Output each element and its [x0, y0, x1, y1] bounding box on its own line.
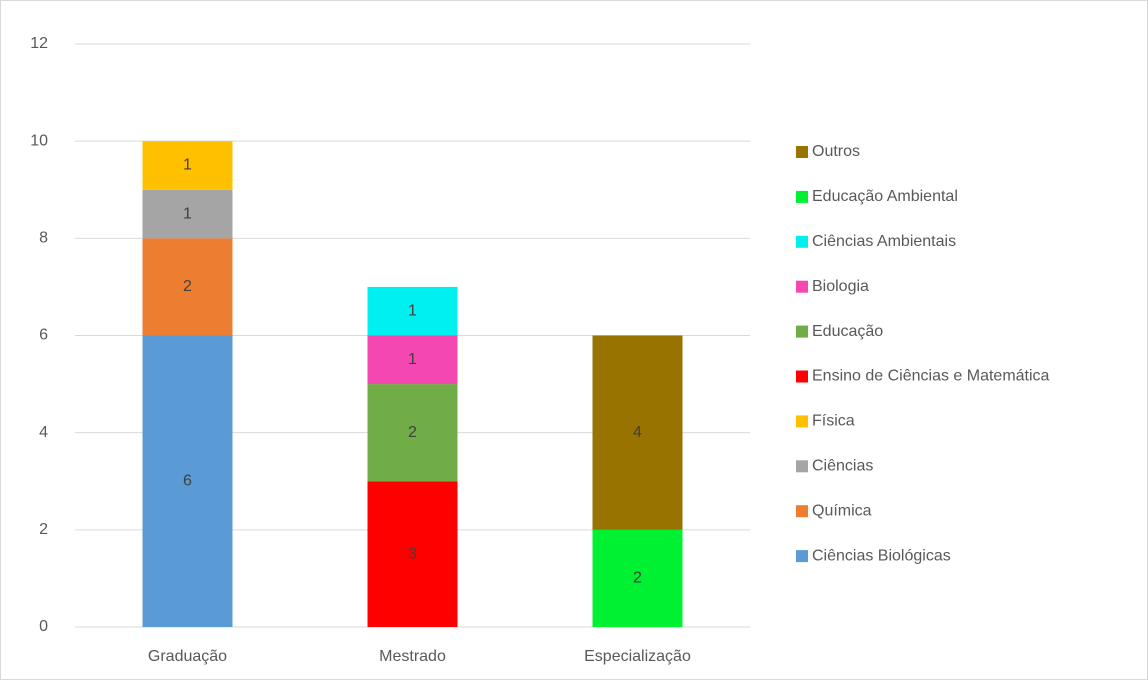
- bar-segment: [142, 238, 233, 336]
- bar-segment: [142, 189, 233, 239]
- bar-segment: [592, 335, 683, 530]
- legend-label: Ciências: [812, 458, 873, 475]
- y-tick-label: 10: [30, 132, 48, 149]
- y-tick-label: 6: [39, 327, 48, 344]
- x-tick-label: Especialização: [584, 648, 691, 665]
- x-tick-label: Graduação: [148, 648, 227, 665]
- legend-label: Ciências Biológicas: [812, 547, 951, 564]
- legend-label: Ciências Ambientais: [812, 233, 956, 250]
- y-tick-label: 8: [39, 230, 48, 247]
- y-tick-label: 2: [39, 521, 48, 538]
- data-label: 2: [183, 278, 192, 295]
- data-label: 2: [633, 570, 642, 587]
- data-label: 1: [183, 157, 192, 174]
- legend-swatch: [796, 550, 808, 563]
- bar-segment: [367, 335, 458, 385]
- bar-segment: [367, 286, 458, 336]
- legend-label: Biologia: [812, 278, 869, 295]
- data-label: 1: [408, 351, 417, 368]
- legend-swatch: [796, 370, 808, 383]
- bar-segment: [367, 384, 458, 482]
- legend-swatch: [796, 235, 808, 248]
- legend-swatch: [796, 325, 808, 338]
- legend-label: Ensino de Ciências e Matemática: [812, 368, 1050, 385]
- y-tick-label: 0: [39, 618, 48, 635]
- data-label: 4: [633, 424, 642, 441]
- bar-segment: [142, 335, 233, 627]
- data-label: 2: [408, 424, 417, 441]
- legend-swatch: [796, 280, 808, 293]
- legend-swatch: [796, 505, 808, 518]
- x-tick-label: Mestrado: [379, 648, 446, 665]
- legend-swatch: [796, 190, 808, 203]
- legend-label: Educação Ambiental: [812, 188, 958, 205]
- legend-label: Química: [812, 502, 872, 519]
- legend-label: Educação: [812, 323, 883, 340]
- legend-swatch: [796, 460, 808, 473]
- data-label: 3: [408, 545, 417, 562]
- legend-swatch: [796, 415, 808, 428]
- y-tick-label: 4: [39, 424, 48, 441]
- bar-segment: [367, 481, 458, 627]
- data-label: 1: [183, 205, 192, 222]
- bar-segment: [592, 529, 683, 627]
- data-label: 1: [408, 302, 417, 319]
- legend-label: Física: [812, 413, 855, 430]
- bar-segment: [142, 141, 233, 190]
- legend-swatch: [796, 146, 808, 158]
- data-label: 6: [183, 472, 192, 489]
- y-tick-label: 12: [30, 35, 48, 52]
- legend-label: Outros: [812, 143, 860, 160]
